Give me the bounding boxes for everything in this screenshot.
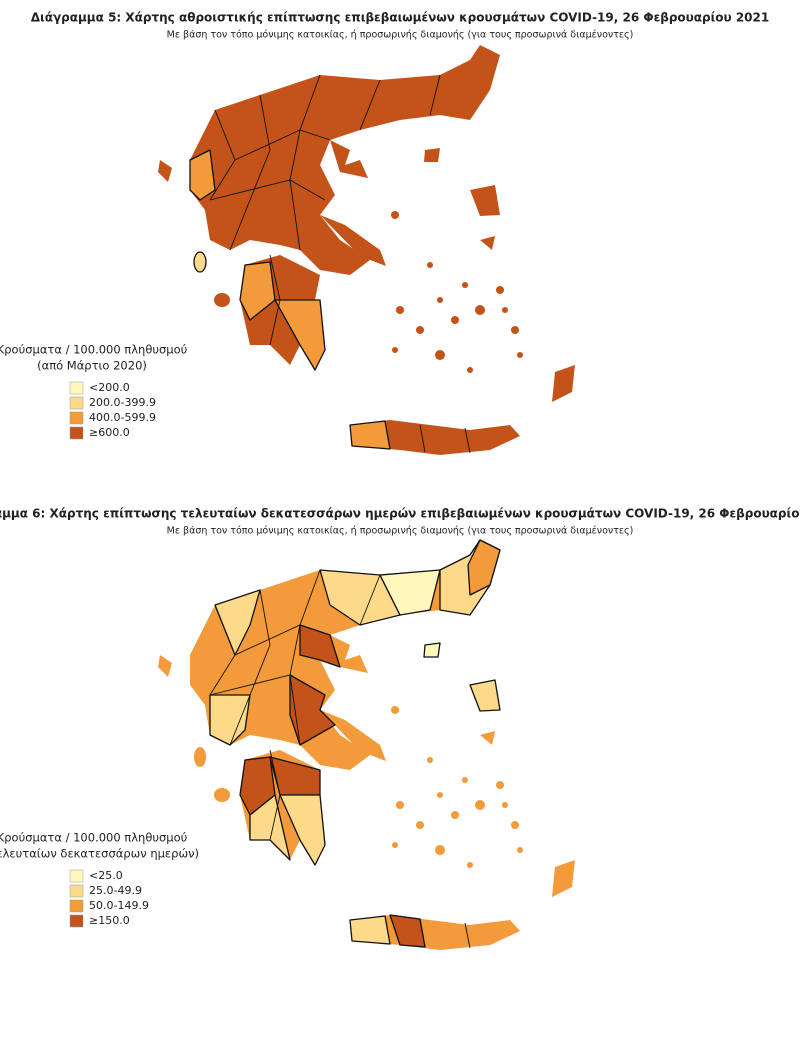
legend-swatch — [69, 884, 84, 898]
map-greece — [158, 539, 575, 950]
legend: Κρούσματα / 100.000 πληθυσμού (από Μάρτιο… — [0, 343, 187, 440]
legend-swatch — [69, 411, 84, 425]
map-greece — [158, 45, 575, 455]
legend-swatch — [69, 396, 84, 410]
legend-swatch — [69, 914, 84, 928]
legend-label: 50.0-149.9 — [89, 899, 149, 912]
legend-title: Κρούσματα / 100.000 πληθυσμού — [0, 343, 187, 357]
legend-label: ≥600.0 — [89, 426, 130, 439]
legend-label: ≥150.0 — [89, 914, 130, 927]
legend-label: 200.0-399.9 — [89, 396, 156, 409]
legend-title: Κρούσματα / 100.000 πληθυσμού — [0, 831, 187, 845]
legend-swatch — [69, 869, 84, 883]
legend-title: (τελευταίων δεκατεσσάρων ημερών) — [0, 847, 199, 861]
legend: Κρούσματα / 100.000 πληθυσμού (τελευταίων… — [0, 831, 199, 928]
map-title: Διάγραμμα 6: Χάρτης επίπτωσης τελευταίων… — [0, 507, 800, 521]
map-subtitle: Με βάση τον τόπο μόνιμης κατοικίας, ή πρ… — [167, 526, 634, 537]
map-title: Διάγραμμα 5: Χάρτης αθροιστικής επίπτωση… — [31, 11, 769, 25]
legend-label: <25.0 — [89, 869, 123, 882]
legend-swatch — [69, 899, 84, 913]
map-subtitle: Με βάση τον τόπο μόνιμης κατοικίας, ή πρ… — [167, 30, 634, 41]
legend-swatch — [69, 381, 84, 395]
legend-label: 400.0-599.9 — [89, 411, 156, 424]
legend-title: (από Μάρτιο 2020) — [37, 359, 147, 373]
legend-swatch — [69, 426, 84, 440]
legend-label: <200.0 — [89, 381, 130, 394]
legend-label: 25.0-49.9 — [89, 884, 142, 897]
